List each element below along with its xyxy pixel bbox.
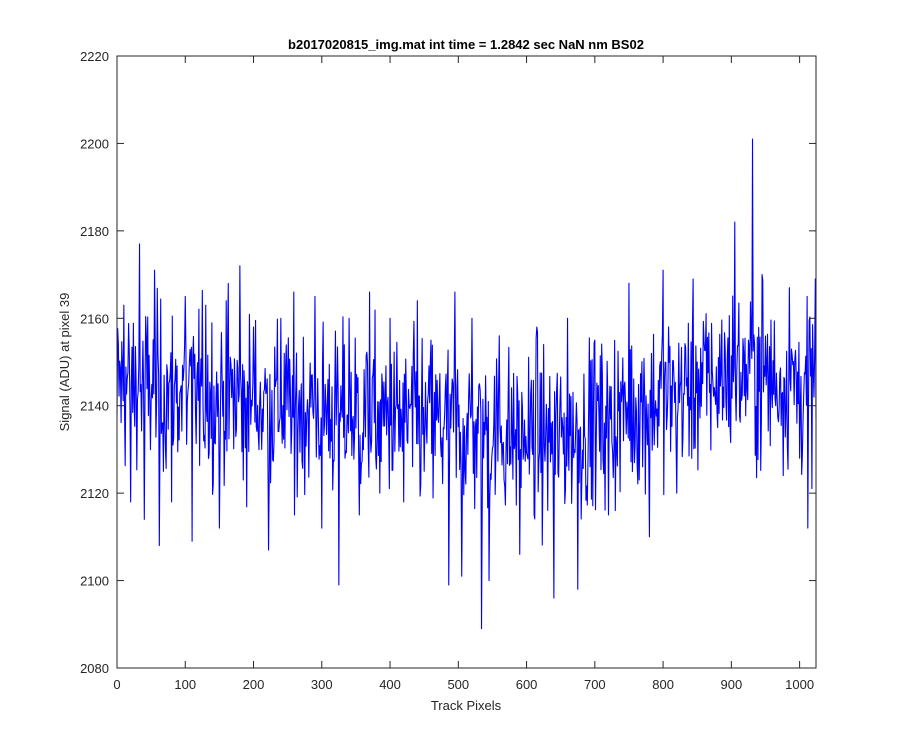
x-tick-label: 1000 — [785, 677, 814, 692]
x-tick-label: 200 — [243, 677, 265, 692]
x-tick-label: 400 — [379, 677, 401, 692]
y-tick-label: 2220 — [80, 49, 109, 64]
x-axis-title: Track Pixels — [431, 698, 502, 713]
x-tick-label: 700 — [584, 677, 606, 692]
plot-box — [116, 55, 817, 669]
y-tick-label: 2100 — [80, 574, 109, 589]
plot-background — [117, 56, 816, 668]
y-tick-label: 2120 — [80, 486, 109, 501]
y-tick-label: 2140 — [80, 399, 109, 414]
x-tick-label: 100 — [174, 677, 196, 692]
y-tick-label: 2200 — [80, 136, 109, 151]
chart-title: b2017020815_img.mat int time = 1.2842 se… — [288, 37, 644, 52]
y-axis: 2080 2100 2120 2140 2160 2180 2200 2220 — [80, 49, 816, 676]
y-tick-label: 2180 — [80, 224, 109, 239]
y-axis-title: Signal (ADU) at pixel 39 — [57, 293, 72, 432]
series-line — [116, 138, 817, 630]
series-layer — [116, 138, 817, 630]
y-tick-label: 2160 — [80, 311, 109, 326]
x-tick-label: 600 — [516, 677, 538, 692]
x-tick-label: 800 — [652, 677, 674, 692]
x-tick-label: 300 — [311, 677, 333, 692]
x-tick-label: 900 — [721, 677, 743, 692]
x-tick-label: 500 — [447, 677, 469, 692]
y-tick-label: 2080 — [80, 661, 109, 676]
x-axis: 0 100 200 300 400 500 600 700 800 900 1000 — [113, 56, 814, 692]
x-tick-label: 0 — [113, 677, 120, 692]
